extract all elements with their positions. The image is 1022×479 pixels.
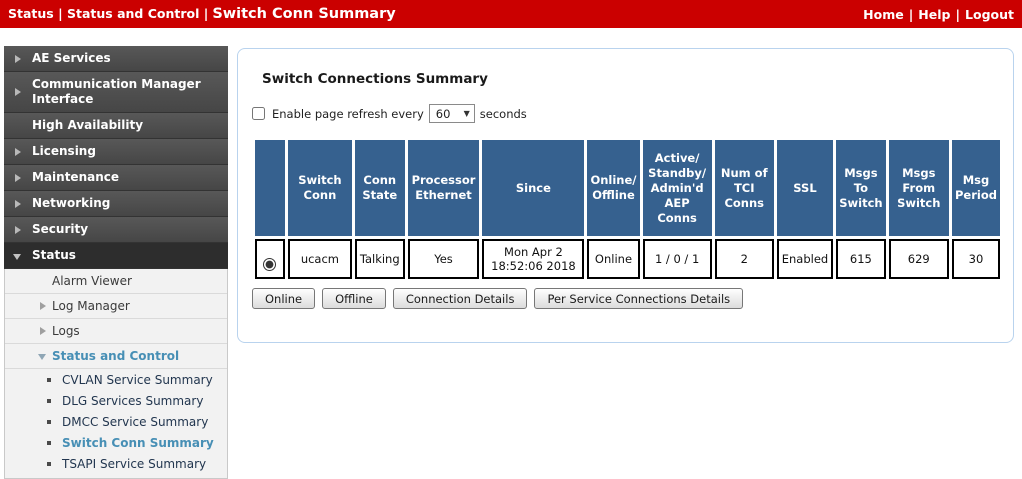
table-header-row: Switch Conn Conn State Processor Etherne… — [255, 140, 1000, 236]
header-radio-select — [255, 140, 285, 236]
sidebar-item-alarm-viewer[interactable]: Alarm Viewer — [5, 269, 227, 294]
help-link[interactable]: Help — [918, 6, 951, 22]
row-select-radio[interactable] — [263, 258, 277, 271]
chevron-right-icon — [15, 54, 21, 63]
top-navigation-bar: Status | Status and Control | Switch Con… — [0, 0, 1022, 28]
chevron-right-icon — [15, 88, 21, 96]
sidebar-item-log-manager[interactable]: Log Manager — [5, 294, 227, 319]
chevron-down-icon — [38, 354, 46, 360]
sidebar-item-networking[interactable]: Networking — [4, 191, 228, 217]
topbar-links: Home | Help | Logout — [863, 7, 1014, 22]
sidebar-item-tsapi-service-summary[interactable]: TSAPI Service Summary — [5, 453, 227, 474]
link-separator: | — [908, 6, 914, 22]
sidebar-item-logs[interactable]: Logs — [5, 319, 227, 344]
cell-since: Mon Apr 2 18:52:06 2018 — [482, 239, 585, 279]
content-panel: Switch Connections Summary Enable page r… — [237, 48, 1014, 343]
cell-num-tci-conns: 2 — [714, 239, 774, 279]
header-online-offline: Online/ Offline — [587, 140, 640, 236]
sidebar-item-security[interactable]: Security — [4, 217, 228, 243]
bullet-icon — [47, 441, 51, 445]
bullet-icon — [47, 399, 51, 403]
header-since: Since — [482, 140, 585, 236]
sidebar-navigation: AE Services Communication Manager Interf… — [4, 46, 228, 479]
cell-aep-conns: 1 / 0 / 1 — [642, 239, 712, 279]
header-msg-period: Msg Period — [951, 140, 1000, 236]
sidebar-item-high-availability[interactable]: High Availability — [4, 113, 228, 139]
offline-button[interactable]: Offline — [322, 288, 386, 309]
cell-ssl: Enabled — [776, 239, 834, 279]
sidebar-item-status[interactable]: Status — [4, 243, 228, 269]
cell-online-offline: Online — [587, 239, 640, 279]
bullet-icon — [47, 420, 51, 424]
cell-conn-state: Talking — [354, 239, 405, 279]
cell-switch-conn: ucacm — [287, 239, 352, 279]
row-select-cell — [255, 239, 285, 279]
header-msgs-to-switch: Msgs To Switch — [836, 140, 886, 236]
bullet-icon — [47, 378, 51, 382]
sidebar-item-status-and-control[interactable]: Status and Control — [5, 344, 227, 369]
sidebar-item-communication-manager-interface[interactable]: Communication Manager Interface — [4, 72, 228, 113]
breadcrumb-current-page: Switch Conn Summary — [212, 6, 396, 22]
chevron-down-icon — [13, 253, 21, 260]
bullet-icon — [47, 462, 51, 466]
refresh-interval-value: 60 — [435, 106, 451, 121]
sidebar-item-switch-conn-summary[interactable]: Switch Conn Summary — [5, 432, 227, 453]
per-service-connections-details-button[interactable]: Per Service Connections Details — [534, 288, 744, 309]
logout-link[interactable]: Logout — [965, 6, 1014, 22]
chevron-right-icon — [15, 199, 21, 208]
link-separator: | — [955, 6, 961, 22]
header-processor-ethernet: Processor Ethernet — [407, 140, 480, 236]
refresh-checkbox-label: Enable page refresh every — [272, 106, 424, 121]
cell-msgs-to-switch: 615 — [836, 239, 886, 279]
refresh-interval-select[interactable]: 60 ▼ — [428, 104, 475, 123]
page-title: Switch Connections Summary — [262, 71, 488, 87]
select-arrow-icon: ▼ — [463, 109, 470, 118]
table-row: ucacm Talking Yes Mon Apr 2 18:52:06 201… — [255, 239, 1000, 279]
home-link[interactable]: Home — [863, 6, 904, 22]
cell-msg-period: 30 — [951, 239, 1000, 279]
chevron-right-icon — [40, 327, 46, 335]
header-num-tci-conns: Num of TCI Conns — [714, 140, 774, 236]
chevron-right-icon — [15, 173, 21, 182]
chevron-right-icon — [15, 225, 21, 234]
sidebar-item-ae-services[interactable]: AE Services — [4, 46, 228, 72]
connection-details-button[interactable]: Connection Details — [392, 288, 528, 309]
header-ssl: SSL — [776, 140, 834, 236]
header-msgs-from-switch: Msgs From Switch — [888, 140, 949, 236]
chevron-right-icon — [40, 302, 46, 310]
online-button[interactable]: Online — [252, 288, 316, 309]
sidebar-item-licensing[interactable]: Licensing — [4, 139, 228, 165]
sidebar-item-cvlan-service-summary[interactable]: CVLAN Service Summary — [5, 369, 227, 390]
sidebar-item-dmcc-service-summary[interactable]: DMCC Service Summary — [5, 411, 227, 432]
page-refresh-controls: Enable page refresh every 60 ▼ seconds — [252, 104, 1003, 123]
header-switch-conn: Switch Conn — [287, 140, 352, 236]
action-buttons: Online Offline Connection Details Per Se… — [252, 288, 1003, 309]
sidebar-item-maintenance[interactable]: Maintenance — [4, 165, 228, 191]
cell-processor-ethernet: Yes — [407, 239, 480, 279]
cell-msgs-from-switch: 629 — [888, 239, 949, 279]
header-conn-state: Conn State — [354, 140, 405, 236]
sidebar-item-dlg-services-summary[interactable]: DLG Services Summary — [5, 390, 227, 411]
header-aep-conns: Active/ Standby/ Admin'd AEP Conns — [642, 140, 712, 236]
status-submenu: Alarm Viewer Log Manager Logs Status and… — [4, 269, 228, 479]
breadcrumb-path: Status | Status and Control | — [8, 6, 209, 21]
breadcrumb: Status | Status and Control | Switch Con… — [8, 6, 396, 22]
refresh-seconds-label: seconds — [479, 106, 527, 121]
enable-refresh-checkbox[interactable] — [252, 107, 265, 120]
chevron-right-icon — [15, 147, 21, 156]
switch-connections-table: Switch Conn Conn State Processor Etherne… — [252, 137, 1003, 282]
